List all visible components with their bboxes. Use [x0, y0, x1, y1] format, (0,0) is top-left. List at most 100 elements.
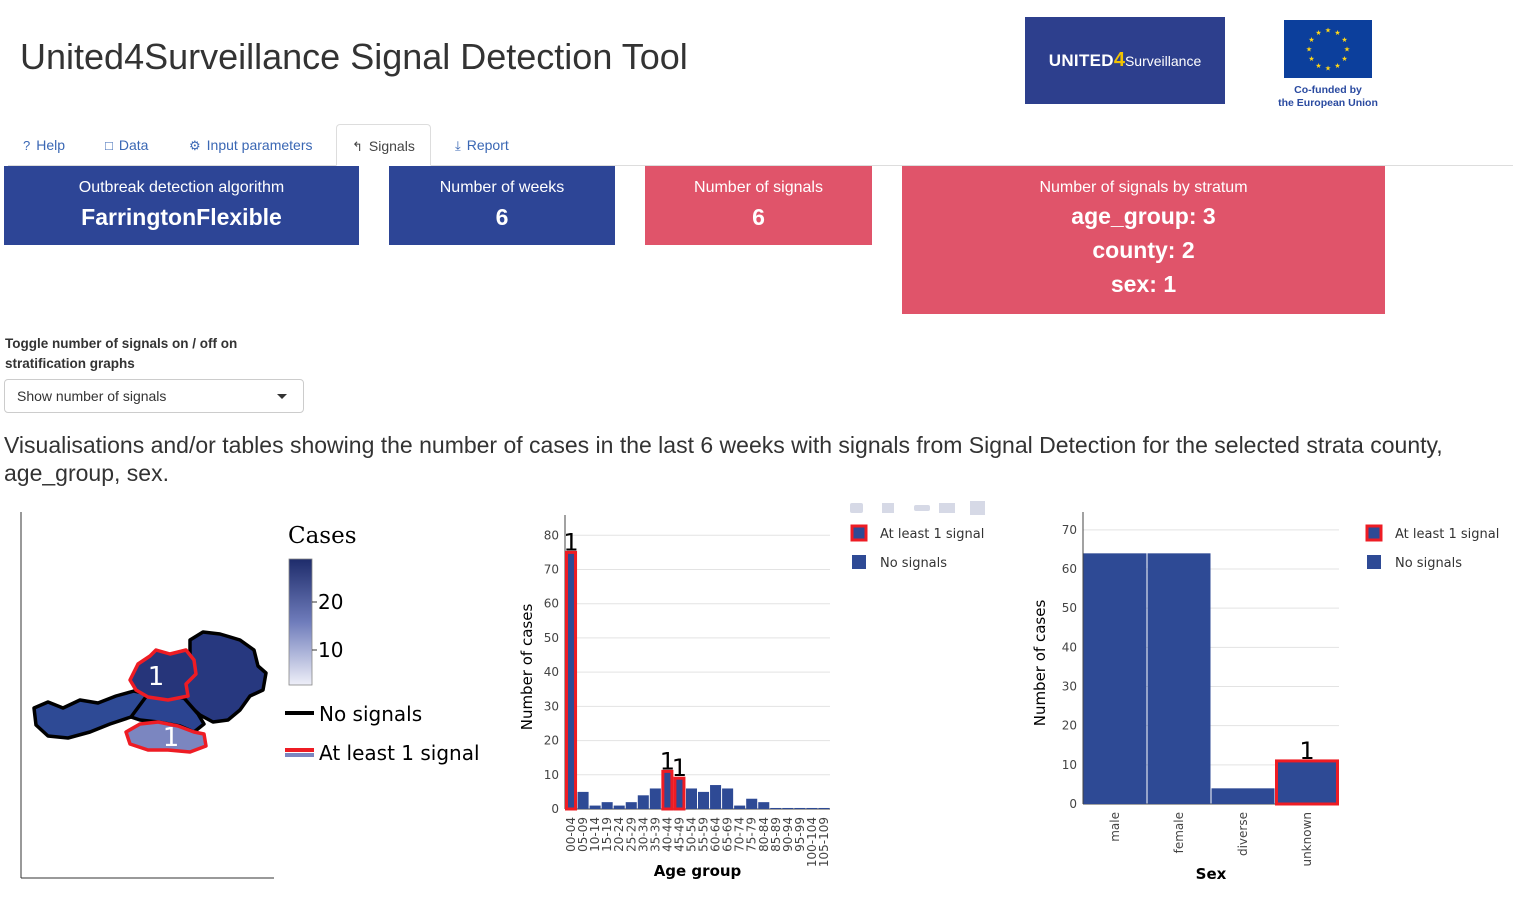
age-chart-xtick: 60-64: [709, 817, 723, 852]
age-chart-bar[interactable]: [698, 791, 710, 809]
age-chart-ytick: 50: [544, 631, 559, 645]
tab-data[interactable]: □ Data: [90, 124, 163, 166]
map-legend-signal: At least 1 signal: [319, 741, 480, 765]
signals-value-box: Number of signals 6: [645, 166, 872, 245]
age-chart-bar[interactable]: [565, 550, 578, 811]
age-chart-ytick: 80: [544, 528, 559, 542]
sex-chart-bar[interactable]: [1275, 759, 1339, 806]
svg-text:★: ★: [1308, 55, 1314, 63]
tab-data-label: Data: [118, 137, 149, 153]
age-chart-legend-swatch[interactable]: [850, 524, 868, 542]
age-chart-legend-label[interactable]: No signals: [880, 556, 947, 571]
age-chart-ylabel: Number of cases: [518, 604, 536, 731]
sex-chart-bar[interactable]: [1083, 553, 1147, 804]
age-chart-ytick: 30: [544, 699, 559, 713]
age-chart-bar[interactable]: [794, 807, 806, 809]
age-chart-bar[interactable]: [818, 807, 830, 809]
main-tabs: ? Help □ Data ⚙ Input parameters ↰ Signals ⤓…: [8, 124, 1513, 166]
svg-text:★: ★: [1341, 55, 1347, 63]
sex-chart-ytick: 20: [1062, 719, 1077, 733]
age-chart-bar[interactable]: [625, 802, 637, 809]
age-chart-bar[interactable]: [649, 788, 661, 809]
tab-signals[interactable]: ↰ Signals: [336, 124, 431, 166]
age-chart-bar[interactable]: [746, 798, 758, 809]
sex-chart-legend-swatch[interactable]: [1367, 555, 1381, 569]
age-chart-bar[interactable]: [673, 776, 686, 811]
united4surveillance-logo: UNITED 4 Surveillance: [1025, 17, 1225, 104]
sex-chart-ytick: 50: [1062, 601, 1077, 615]
sex-chart-ytick: 70: [1062, 523, 1077, 537]
sex-chart-legend-swatch[interactable]: [1365, 524, 1383, 542]
compare-icon[interactable]: [914, 505, 930, 511]
page-title: United4Surveillance Signal Detection Too…: [20, 36, 688, 77]
svg-text:★: ★: [1306, 46, 1312, 54]
age-chart-legend-swatch[interactable]: [852, 555, 866, 569]
age-chart-bar[interactable]: [734, 805, 746, 809]
county-map: 1 1 Cases 20 10 No signals At least 1 si…: [20, 512, 480, 879]
signals-by-stratum-box: Number of signals by stratum age_group: …: [902, 166, 1385, 314]
map-region-north-signal[interactable]: [128, 648, 198, 702]
age-chart-xtick: 20-24: [612, 817, 626, 852]
gears-icon: ⚙: [189, 138, 201, 153]
sex-chart-bar[interactable]: [1211, 788, 1275, 804]
age-chart-xtick: 05-09: [576, 817, 590, 852]
sex-chart-legend-label[interactable]: At least 1 signal: [1395, 527, 1499, 542]
weeks-label: Number of weeks: [439, 179, 565, 196]
algorithm-value: FarringtonFlexible: [81, 204, 282, 230]
age-chart-bar[interactable]: [770, 807, 782, 809]
signals-value: 6: [752, 204, 765, 230]
age-chart-bar[interactable]: [637, 795, 649, 809]
chevron-down-icon[interactable]: [277, 394, 287, 399]
age-chart-bar[interactable]: [758, 802, 770, 809]
map-legend-title: Cases: [288, 523, 357, 549]
toggle-signals-select[interactable]: Show number of signals: [4, 379, 304, 413]
camera-icon[interactable]: [850, 503, 863, 513]
age-chart-ytick: 0: [551, 802, 559, 816]
age-chart-signal-label: 1: [660, 747, 675, 775]
sex-chart-xtick: female: [1172, 812, 1186, 853]
age-chart-xtick: 65-69: [721, 817, 735, 852]
eu-cofunded-logo: ★ ★ ★ ★ ★ ★ ★ ★ ★ ★ ★ ★ Co-funded by the European U…: [1272, 20, 1384, 110]
age-chart-bar[interactable]: [613, 805, 625, 809]
age-chart-bar[interactable]: [710, 785, 722, 809]
age-chart-xtick: 70-74: [733, 817, 747, 852]
sex-chart-signal-label: 1: [1299, 737, 1314, 765]
home-icon[interactable]: [882, 503, 894, 513]
logo-united-text: UNITED: [1048, 50, 1114, 70]
tab-help[interactable]: ? Help: [8, 124, 80, 166]
hover-closest-icon[interactable]: [939, 503, 955, 513]
age-chart-bar[interactable]: [685, 788, 697, 809]
signals-label: Number of signals: [694, 179, 823, 196]
svg-text:★: ★: [1315, 62, 1321, 70]
stratum-county: county: 2: [1092, 237, 1195, 263]
map-region-south-signal[interactable]: [124, 720, 208, 754]
age-chart-bar[interactable]: [577, 791, 589, 809]
age-chart-xtick: 30-34: [636, 817, 650, 852]
map-legend-tick-20: 20: [318, 590, 343, 614]
age-chart-xtick: 90-94: [781, 817, 795, 852]
age-chart-bar[interactable]: [782, 807, 794, 809]
age-chart-bar[interactable]: [661, 769, 674, 811]
age-chart-bar[interactable]: [722, 788, 734, 809]
sex-chart-ytick: 10: [1062, 758, 1077, 772]
age-chart-legend-label[interactable]: At least 1 signal: [880, 527, 984, 542]
sex-chart-xtick: male: [1108, 812, 1122, 842]
sex-chart-legend-label[interactable]: No signals: [1395, 556, 1462, 571]
age-chart-xtick: 50-54: [684, 817, 698, 852]
tab-input-parameters[interactable]: ⚙ Input parameters: [174, 124, 328, 166]
age-chart-xtick: 100-104: [805, 817, 819, 867]
map-region-label-north: 1: [148, 662, 165, 692]
age-chart-bar[interactable]: [589, 805, 601, 809]
sex-chart-bar[interactable]: [1147, 553, 1211, 804]
age-chart-xtick: 45-49: [672, 817, 686, 852]
toggle-selected-value: Show number of signals: [17, 388, 167, 404]
age-chart-bar[interactable]: [601, 802, 613, 809]
tab-report[interactable]: ⤓ Report: [440, 124, 524, 166]
svg-text:★: ★: [1325, 27, 1331, 35]
signals-by-stratum-label: Number of signals by stratum: [1039, 179, 1248, 196]
age-chart-xtick: 15-19: [600, 817, 614, 852]
plotly-modebar: [850, 501, 985, 515]
svg-text:★: ★: [1334, 29, 1340, 37]
plotly-logo-icon[interactable]: [970, 501, 985, 515]
age-chart-bar[interactable]: [806, 807, 818, 809]
